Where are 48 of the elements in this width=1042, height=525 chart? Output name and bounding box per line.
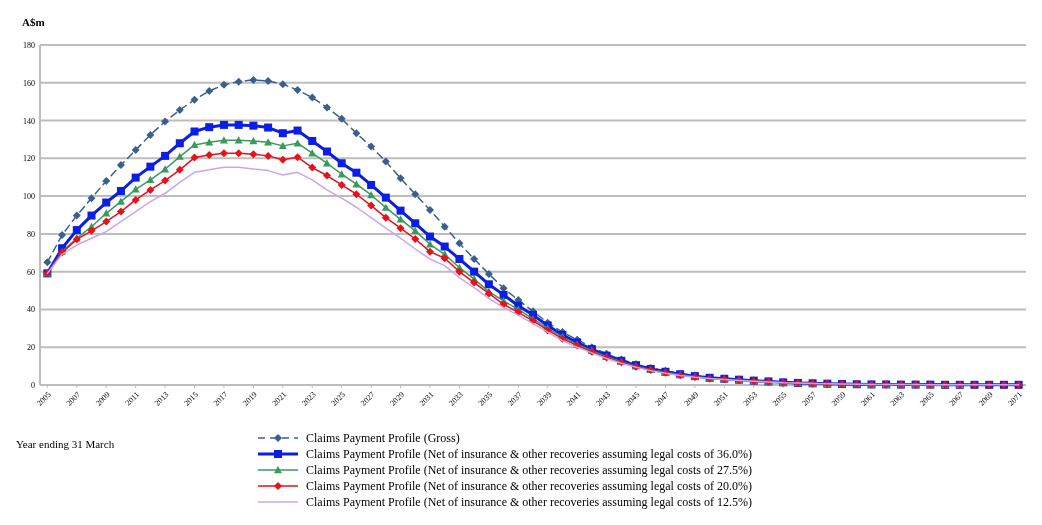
legend-label: Claims Payment Profile (Net of insurance & other recoveries assuming legal costs of 27.5%) xyxy=(306,463,752,477)
point xyxy=(161,117,170,126)
point xyxy=(425,205,434,214)
point xyxy=(131,146,140,155)
y-tick-label: 160 xyxy=(23,78,35,88)
point xyxy=(249,75,258,84)
point xyxy=(43,258,52,267)
point xyxy=(322,103,331,112)
point xyxy=(146,130,155,139)
y-axis-title: A$m xyxy=(22,16,45,28)
point xyxy=(102,177,111,185)
point xyxy=(396,174,405,183)
y-tick-label: 80 xyxy=(27,229,35,239)
point xyxy=(205,86,214,95)
point xyxy=(470,255,479,264)
x-axis-title: Year ending 31 March xyxy=(16,438,115,450)
point xyxy=(219,80,228,89)
y-tick-label: 140 xyxy=(23,116,35,126)
legend-label: Claims Payment Profile (Gross) xyxy=(306,431,460,445)
point xyxy=(411,190,420,199)
legend-label: Claims Payment Profile (Net of insurance & other recoveries assuming legal costs of 36.0%) xyxy=(306,447,752,461)
y-tick-label: 120 xyxy=(23,154,35,164)
point xyxy=(58,231,67,240)
point xyxy=(264,76,273,85)
y-tick-label: 40 xyxy=(27,305,35,315)
y-tick-label: 20 xyxy=(27,343,35,353)
point xyxy=(72,211,81,220)
point xyxy=(440,222,449,231)
legend-label: Claims Payment Profile (Net of insurance & other recoveries assuming legal costs of 12.5%) xyxy=(306,495,752,509)
point xyxy=(455,239,464,248)
point xyxy=(337,114,346,123)
point xyxy=(175,105,184,114)
point xyxy=(367,142,376,151)
point xyxy=(116,160,125,169)
point xyxy=(308,93,317,102)
point xyxy=(278,80,287,89)
point xyxy=(293,85,302,94)
point xyxy=(87,194,96,203)
y-tick-label: 60 xyxy=(27,267,35,277)
y-tick-label: 100 xyxy=(23,192,35,202)
y-tick-label: 180 xyxy=(23,41,35,50)
point xyxy=(352,129,361,138)
y-tick-label: 0 xyxy=(31,381,35,390)
point xyxy=(484,269,493,278)
legend-label: Claims Payment Profile (Net of insurance & other recoveries assuming legal costs of 20.0%) xyxy=(306,479,752,493)
point xyxy=(234,77,243,86)
point xyxy=(190,95,199,104)
point xyxy=(381,157,390,166)
